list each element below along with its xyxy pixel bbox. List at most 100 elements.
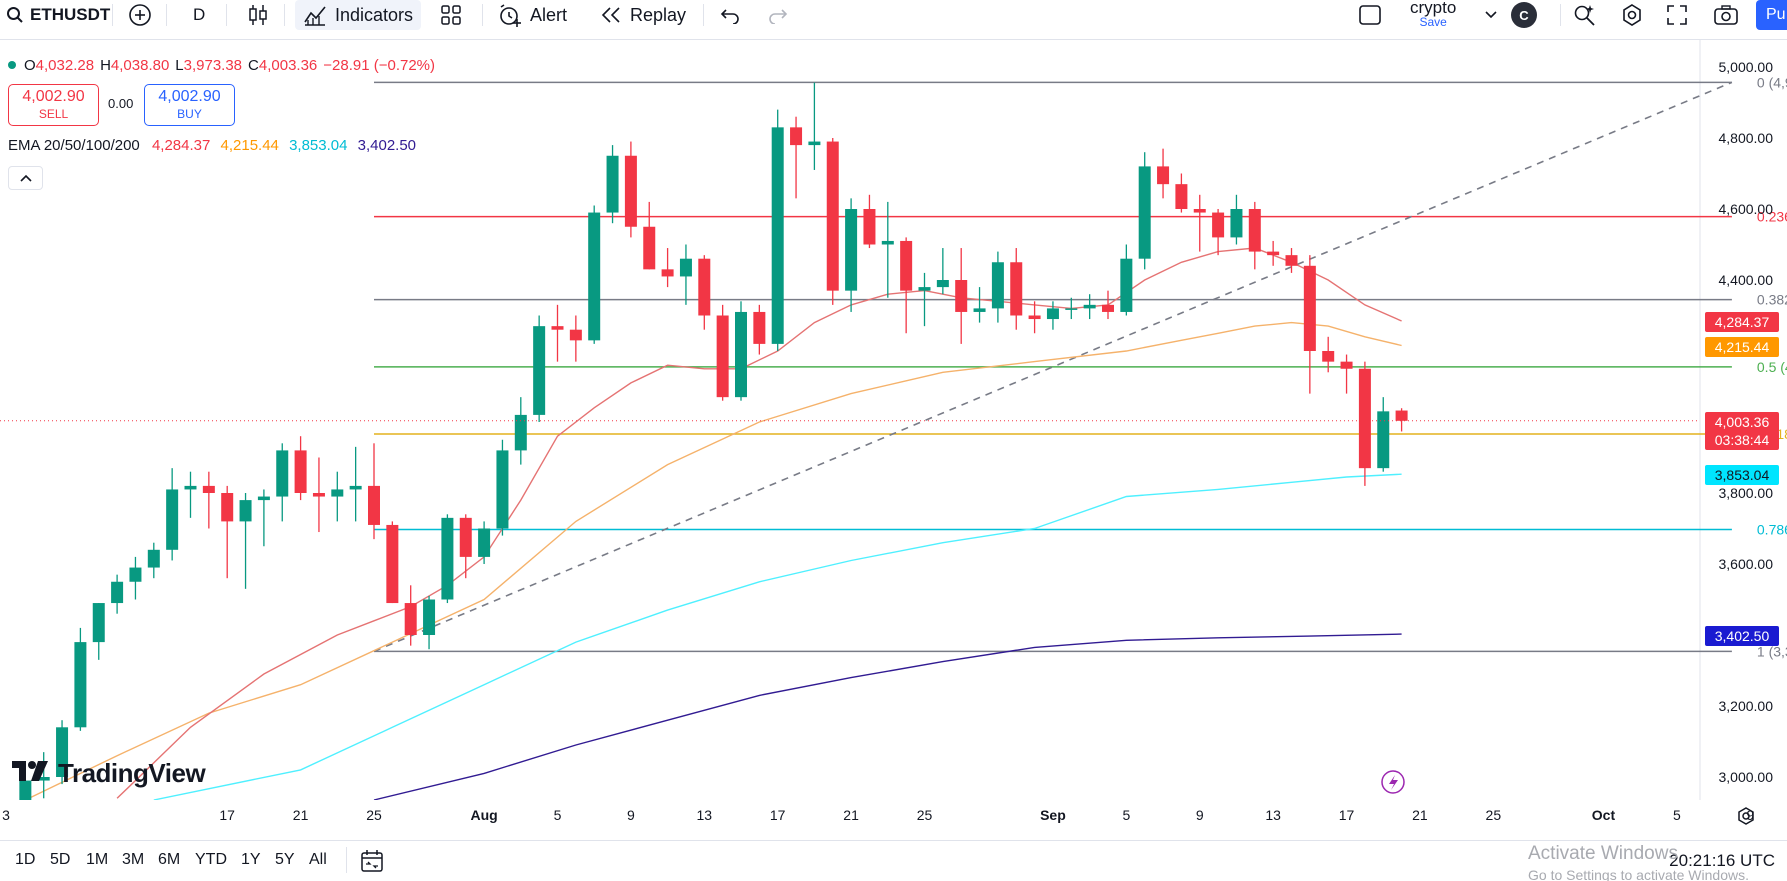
collapse-legend-button[interactable]	[8, 166, 43, 190]
publish-button[interactable]: Pu	[1756, 0, 1787, 30]
time-tick: 25	[916, 807, 933, 823]
candle	[111, 574, 124, 614]
candle	[918, 272, 931, 327]
templates-button[interactable]	[440, 0, 462, 30]
candle-body	[257, 496, 270, 501]
low-value: 3,973.38	[183, 56, 243, 74]
auto-scale-button[interactable]	[1736, 806, 1756, 831]
range-button-5y[interactable]: 5Y	[275, 851, 295, 868]
clock-display[interactable]: 20:21:16 UTC	[1669, 851, 1775, 870]
time-tick: 17	[1338, 807, 1355, 823]
redo-button[interactable]	[768, 0, 788, 30]
chevron-up-icon	[19, 169, 32, 187]
settings-button[interactable]	[1620, 0, 1644, 30]
fullscreen-button[interactable]	[1666, 0, 1688, 30]
candle-body	[276, 450, 289, 497]
candle	[735, 301, 747, 401]
range-button-6m[interactable]: 6M	[158, 851, 181, 868]
candle	[1138, 152, 1151, 270]
grid-icon	[440, 4, 462, 26]
avatar[interactable]: C	[1511, 0, 1537, 30]
candle	[936, 248, 949, 295]
time-tick: Aug	[470, 807, 498, 823]
candle	[698, 255, 711, 330]
compare-symbol-button[interactable]	[128, 0, 152, 30]
ema-title: EMA 20/50/100/200	[8, 137, 140, 154]
open-key: O	[24, 56, 36, 74]
replay-button[interactable]: Replay	[600, 0, 686, 30]
alert-button[interactable]: Alert	[498, 0, 567, 30]
tradingview-logo[interactable]: TradingView	[10, 758, 206, 789]
candle	[716, 304, 729, 401]
candle-body	[1138, 166, 1151, 259]
candle-body	[1193, 209, 1206, 213]
price-chart[interactable]: 0 (4,956.83) 0.236 (4,578.56) 0.382 (4,344…	[0, 40, 1787, 800]
time-tick: 9	[1746, 807, 1755, 823]
price-tick: 4,600.00	[1718, 201, 1774, 217]
range-button-5d[interactable]: 5D	[50, 851, 71, 868]
layouts-menu-button[interactable]	[1484, 0, 1498, 30]
candle-body	[1175, 184, 1188, 209]
candle-body	[1046, 308, 1059, 320]
candle-body	[349, 485, 362, 490]
alarm-clock-icon	[498, 3, 522, 27]
quick-search-button[interactable]	[1572, 0, 1596, 30]
candle	[588, 205, 601, 344]
time-tick: 9	[1195, 807, 1204, 823]
candle-body	[221, 493, 234, 522]
toolbar-divider	[346, 847, 347, 873]
indicators-icon	[303, 4, 327, 26]
candle	[1358, 361, 1371, 486]
tradingview-logo-text: TradingView	[58, 758, 206, 788]
candle	[459, 514, 472, 579]
time-tick: 21	[843, 807, 859, 823]
open-value: 4,032.28	[35, 56, 95, 74]
candle	[276, 443, 289, 522]
candle	[808, 82, 821, 170]
ohlc-legend: O 4,032.28 H 4,038.80 L 3,973.38 C 4,003.36 …	[8, 54, 441, 76]
range-button-1m[interactable]: 1M	[86, 851, 109, 868]
range-button-1d[interactable]: 1D	[15, 851, 36, 868]
date-range-button[interactable]	[360, 849, 384, 878]
interval-button[interactable]: D	[193, 0, 205, 30]
replay-label: Replay	[630, 4, 687, 25]
indicators-button[interactable]: Indicators	[295, 0, 422, 30]
undo-button[interactable]	[720, 0, 740, 30]
candle	[1267, 240, 1280, 266]
lightning-icon[interactable]	[1381, 770, 1405, 794]
candle	[1322, 336, 1335, 373]
candle-body	[1322, 351, 1335, 362]
sell-button[interactable]: 4,002.90 SELL	[8, 84, 99, 126]
price-tick: 4,400.00	[1718, 272, 1774, 288]
candle	[753, 304, 766, 355]
ema-lines	[25, 247, 1402, 800]
candle	[166, 468, 179, 561]
fib-retracement[interactable]: 0 (4,956.83) 0.236 (4,578.56) 0.382 (4,344…	[374, 74, 1787, 659]
snapshot-button[interactable]	[1713, 0, 1739, 30]
layout-save-button[interactable]: crypto Save	[1410, 0, 1456, 30]
range-button-all[interactable]: All	[309, 851, 327, 868]
buy-button[interactable]: 4,002.90 BUY	[144, 84, 235, 126]
chart-type-button[interactable]	[247, 0, 269, 30]
symbol-search-button[interactable]: ETHUSDT	[6, 0, 110, 30]
spread-value: 0.00	[108, 96, 134, 111]
trendline[interactable]	[373, 81, 1733, 653]
candle	[900, 237, 913, 334]
candle-body	[202, 485, 215, 493]
candle-body	[368, 485, 380, 525]
candle-body	[1083, 304, 1096, 309]
ema-legend[interactable]: EMA 20/50/100/200 4,284.37 4,215.44 3,85…	[8, 137, 416, 154]
toolbar-divider	[703, 4, 704, 26]
candle	[184, 471, 197, 518]
alert-label: Alert	[530, 4, 568, 25]
candle	[845, 198, 858, 312]
candle-body	[863, 209, 876, 245]
candle-body	[918, 287, 931, 291]
layout-toggle-button[interactable]	[1358, 0, 1382, 30]
candle	[826, 138, 839, 305]
range-button-ytd[interactable]: YTD	[195, 851, 227, 868]
ema20-line	[116, 247, 1402, 799]
range-button-3m[interactable]: 3M	[122, 851, 145, 868]
sell-price: 4,002.90	[22, 88, 85, 105]
range-button-1y[interactable]: 1Y	[241, 851, 261, 868]
